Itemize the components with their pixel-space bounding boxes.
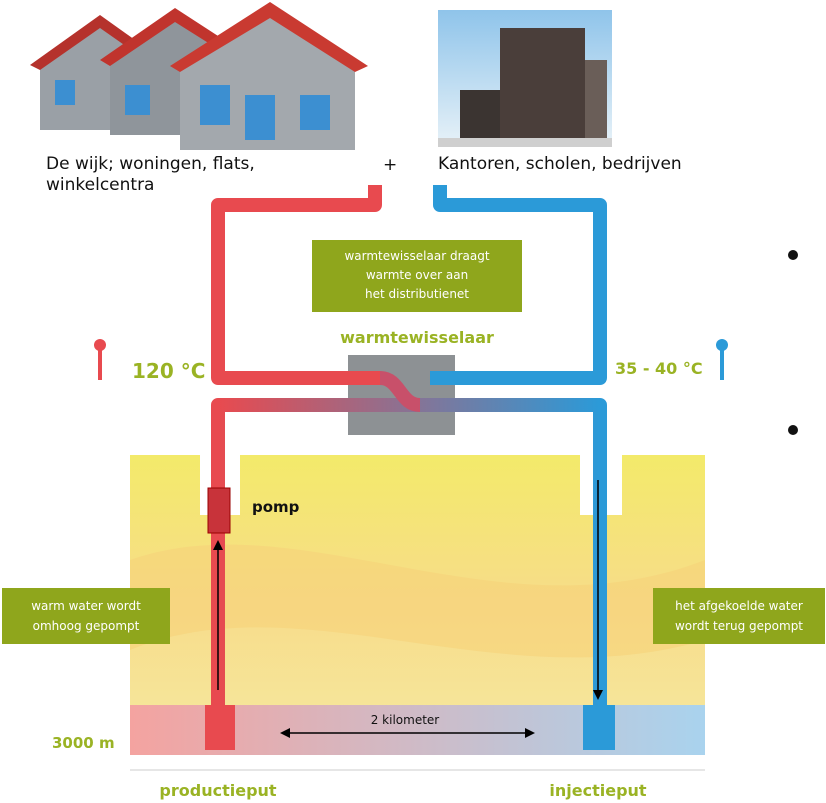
note: warmte over aan: [366, 268, 468, 282]
bullet: [788, 425, 798, 435]
note: warmtewisselaar draagt: [344, 249, 489, 263]
note: omhoog gepompt: [33, 619, 140, 633]
note: het distributienet: [365, 287, 469, 301]
arrow: [213, 540, 223, 550]
label: warmtewisselaar: [340, 328, 494, 347]
label: injectieput: [549, 781, 647, 800]
label: De wijk; woningen, flats,: [46, 154, 255, 174]
note-box: [2, 588, 170, 644]
label: 3000 m: [52, 734, 115, 752]
label: Kantoren, scholen, bedrijven: [438, 154, 682, 174]
label: 35 - 40 °C: [615, 359, 703, 378]
office: [438, 10, 612, 147]
label: 2 kilometer: [371, 713, 440, 727]
arrow: [525, 728, 535, 738]
pump: [207, 487, 231, 534]
note: wordt terug gepompt: [675, 619, 803, 633]
houses: [30, 2, 368, 150]
arrow: [593, 690, 603, 700]
well: [583, 705, 615, 750]
note: warm water wordt: [31, 599, 141, 613]
arrow: [280, 728, 290, 738]
well: [205, 705, 235, 750]
thermometer: [94, 339, 728, 380]
label: winkelcentra: [46, 175, 154, 195]
label: +: [383, 155, 397, 175]
label: pomp: [252, 498, 300, 516]
label: productieput: [159, 781, 276, 800]
note-box: [653, 588, 825, 644]
bullet: [788, 250, 798, 260]
note: het afgekoelde water: [675, 599, 803, 613]
note-box: [312, 240, 522, 312]
label: 120 °C: [132, 359, 205, 383]
